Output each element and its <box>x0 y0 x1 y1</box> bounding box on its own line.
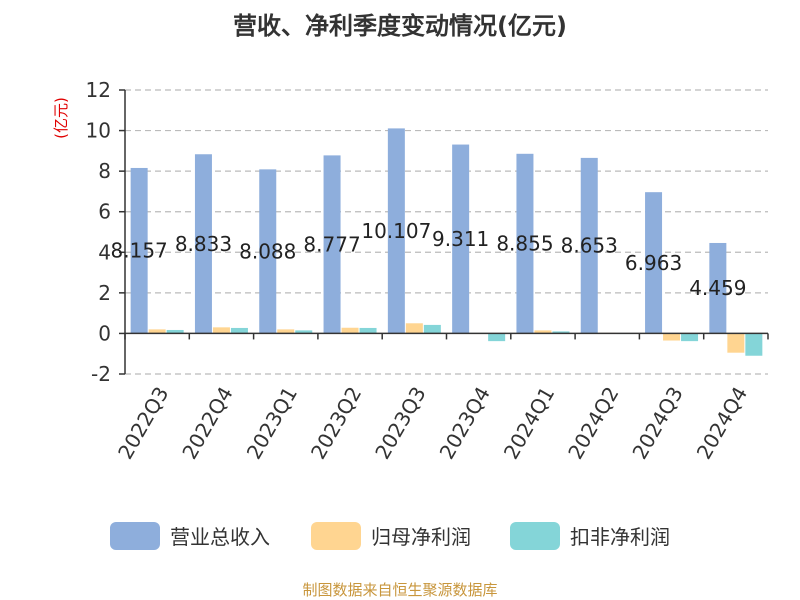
y-tick-label: 0 <box>98 321 111 345</box>
data-label: 8.833 <box>175 232 232 256</box>
chart-title: 营收、净利季度变动情况(亿元) <box>233 12 567 40</box>
y-axis-ticks: -2 0 2 4 6 8 10 12 <box>86 78 125 386</box>
y-tick-label: 6 <box>98 200 111 224</box>
data-label: 4.459 <box>689 276 746 300</box>
legend-swatch <box>510 522 560 550</box>
bar-series-1-2022Q4 <box>212 327 230 334</box>
x-tick-label: 2022Q3 <box>113 383 173 464</box>
data-label: 8.855 <box>496 232 553 256</box>
x-tick-label: 2024Q3 <box>627 383 687 464</box>
x-tick-label: 2023Q2 <box>306 383 366 464</box>
bar-series-1-2024Q3 <box>663 333 681 341</box>
bar-series-0-2022Q3 <box>130 167 148 334</box>
y-tick-label: -2 <box>91 362 111 386</box>
bar-series-0-2024Q2 <box>580 157 598 334</box>
bar-series-0-2024Q3 <box>645 192 663 334</box>
bar-series-0-2023Q2 <box>323 155 341 334</box>
source-note: 制图数据来自恒生聚源数据库 <box>302 581 497 599</box>
bar-series-1-2023Q1 <box>277 329 295 334</box>
bars <box>130 128 763 356</box>
bar-series-0-2023Q4 <box>452 144 470 334</box>
data-label: 8.088 <box>239 239 296 263</box>
x-tick-label: 2023Q4 <box>435 383 495 464</box>
x-tick-label: 2023Q1 <box>242 383 302 464</box>
x-tick-label: 2024Q4 <box>692 383 752 464</box>
bar-series-2-2024Q1 <box>552 331 570 334</box>
bar-series-1-2024Q4 <box>727 333 745 353</box>
bar-series-2-2024Q3 <box>681 333 699 342</box>
bar-series-2-2022Q3 <box>166 329 184 334</box>
y-tick-label: 8 <box>98 159 111 183</box>
data-label: 10.107 <box>361 219 431 243</box>
x-tick-label: 2024Q1 <box>499 383 559 464</box>
bar-series-1-2024Q1 <box>534 330 552 334</box>
x-tick-label: 2022Q4 <box>177 383 237 464</box>
y-tick-label: 4 <box>98 240 111 264</box>
legend-swatch <box>110 522 160 550</box>
bar-series-2-2024Q4 <box>745 333 763 356</box>
bar-series-0-2024Q4 <box>709 242 727 334</box>
x-tick-label: 2024Q2 <box>563 383 623 464</box>
data-label: 6.963 <box>625 251 682 275</box>
y-axis-unit-label: (亿元) <box>52 97 70 139</box>
bar-series-0-2023Q1 <box>259 169 277 334</box>
y-tick-label: 10 <box>86 119 111 143</box>
legend-label: 扣非净利润 <box>570 525 670 549</box>
y-tick-label: 12 <box>86 78 111 102</box>
data-label: 8.777 <box>303 232 360 256</box>
bar-series-0-2023Q3 <box>387 128 405 334</box>
bar-series-2-2023Q4 <box>488 333 506 342</box>
legend-swatch <box>311 522 361 550</box>
bar-series-2-2022Q4 <box>230 327 248 334</box>
data-label: 8.653 <box>561 234 618 258</box>
bar-series-1-2023Q3 <box>405 323 423 334</box>
data-label: 9.311 <box>432 227 489 251</box>
y-tick-label: 2 <box>98 281 111 305</box>
bar-series-2-2023Q3 <box>423 324 441 334</box>
data-label: 8.157 <box>111 239 168 263</box>
x-axis-ticks: 2022Q3 2022Q4 2023Q1 2023Q2 2023Q3 2023Q4 2024… <box>113 333 769 464</box>
bar-series-1-2022Q3 <box>148 329 166 334</box>
bar-series-0-2022Q4 <box>194 154 212 334</box>
bar-series-0-2024Q1 <box>516 153 534 334</box>
x-tick-label: 2023Q3 <box>370 383 430 464</box>
legend-label: 营业总收入 <box>170 525 270 549</box>
bar-series-2-2023Q1 <box>295 330 313 334</box>
bar-series-1-2023Q2 <box>341 327 359 334</box>
legend-label: 归母净利润 <box>371 525 471 549</box>
legend: 营业总收入 归母净利润 扣非净利润 <box>110 522 670 550</box>
bar-series-2-2023Q2 <box>359 327 377 334</box>
